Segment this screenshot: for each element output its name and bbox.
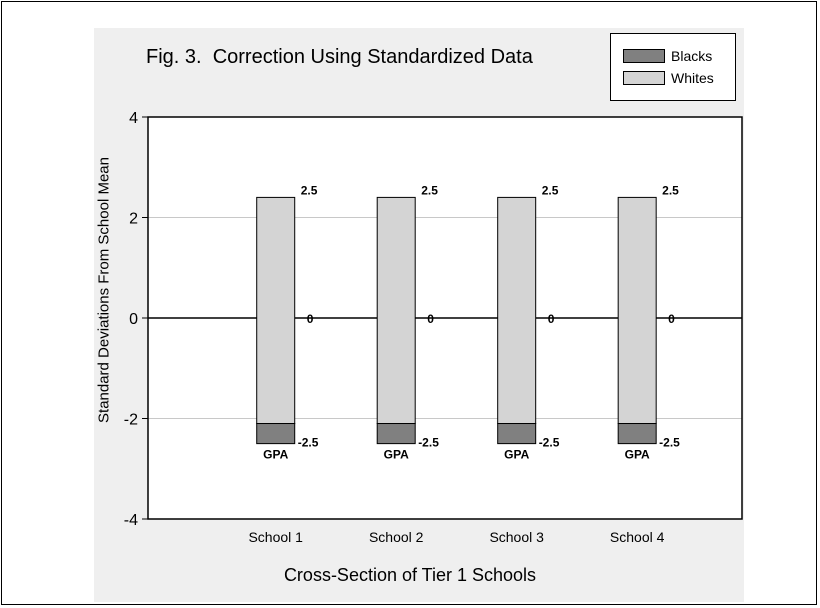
bar-gpa-label: GPA	[504, 448, 529, 462]
data-label-top: 2.5	[301, 183, 318, 197]
bar-blacks	[376, 423, 416, 445]
legend-label-blacks: Blacks	[671, 48, 713, 64]
bar-blacks	[256, 423, 296, 445]
data-label-bottom: -2.5	[659, 436, 680, 450]
y-tick-label: 2	[129, 211, 138, 228]
data-label-bottom: -2.5	[298, 436, 319, 450]
data-label-top: 2.5	[542, 183, 559, 197]
x-tick-label: School 2	[369, 529, 424, 545]
x-axis-label: Cross-Section of Tier 1 Schools	[283, 565, 537, 585]
x-tick-label: School 4	[610, 529, 665, 545]
bar-gpa-label: GPA	[263, 448, 288, 462]
bar-whites	[617, 196, 657, 425]
y-axis-label: Standard Deviations From School Mean	[95, 157, 113, 423]
y-tick-label: -4	[124, 512, 138, 529]
x-tick-label: School 3	[489, 529, 544, 545]
data-label-zero: 0	[548, 312, 555, 326]
bar-whites	[256, 196, 296, 425]
data-label-zero: 0	[668, 312, 675, 326]
legend-item-whites: Whites	[623, 70, 714, 86]
data-label-top: 2.5	[421, 183, 438, 197]
y-tick-label: -2	[124, 412, 138, 429]
legend-label-whites: Whites	[671, 70, 714, 86]
chart-title: Fig. 3. Correction Using Standardized Da…	[146, 46, 533, 68]
data-label-zero: 0	[427, 312, 434, 326]
bar-gpa-label: GPA	[625, 448, 650, 462]
data-label-zero: 0	[307, 312, 314, 326]
bar-whites	[376, 196, 416, 425]
bar-whites	[497, 196, 537, 425]
legend-item-blacks: Blacks	[623, 48, 712, 64]
y-tick-label: 4	[129, 110, 138, 127]
bar-blacks	[617, 423, 657, 445]
x-tick-label: School 1	[248, 529, 303, 545]
data-label-top: 2.5	[662, 183, 679, 197]
legend-swatch-whites	[623, 71, 665, 85]
bar-blacks	[497, 423, 537, 445]
data-label-bottom: -2.5	[418, 436, 439, 450]
bar-gpa-label: GPA	[384, 448, 409, 462]
legend-swatch-blacks	[623, 49, 665, 63]
legend: Blacks Whites	[610, 33, 736, 101]
y-tick-label: 0	[129, 311, 138, 328]
plot-border	[147, 116, 743, 520]
data-label-bottom: -2.5	[539, 436, 560, 450]
